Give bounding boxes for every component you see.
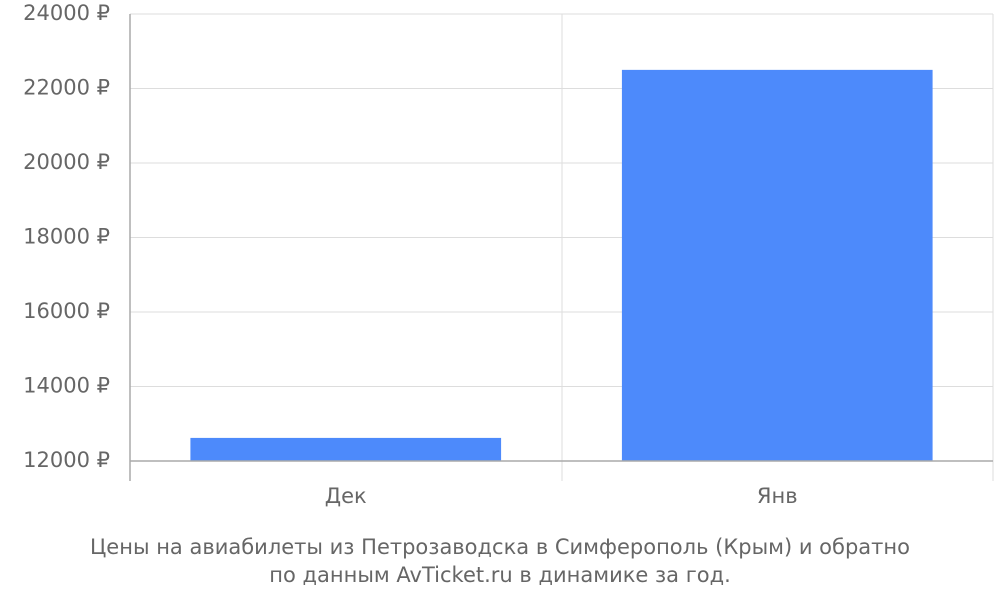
y-tick-label: 14000 ₽ [23,374,110,398]
y-tick-label: 20000 ₽ [23,150,110,174]
chart-title: Цены на авиабилеты из Петрозаводска в Си… [90,535,910,559]
bar [621,69,933,461]
chart-title: по данным AvTicket.ru в динамике за год. [269,563,731,587]
y-tick-label: 12000 ₽ [23,448,110,472]
x-tick-label: Дек [325,484,367,508]
x-tick-label: Янв [757,484,798,508]
y-tick-label: 22000 ₽ [23,76,110,100]
y-tick-label: 18000 ₽ [23,225,110,249]
bar [190,437,502,461]
y-tick-label: 24000 ₽ [23,1,110,25]
y-tick-label: 16000 ₽ [23,299,110,323]
